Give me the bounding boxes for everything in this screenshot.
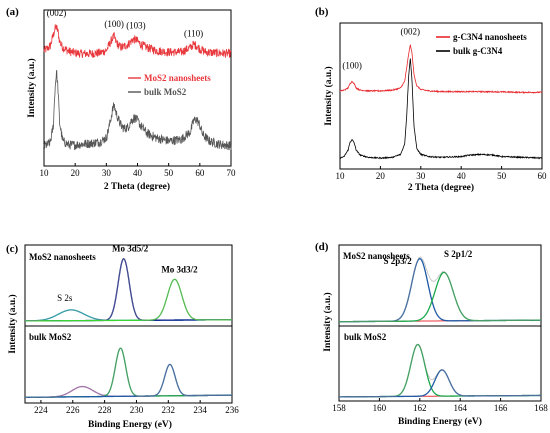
panel-c-ticks: 224 226 228 230 232 234 236 — [34, 400, 239, 415]
x-tick-label: 70 — [227, 168, 237, 178]
panel-c-ylabel: Intensity (a.u.) — [7, 294, 18, 353]
panel-c-bottom-title: bulk MoS2 — [29, 332, 72, 342]
panel-c-peak-label: Mo 3d3/2 — [161, 264, 198, 274]
panel-d: (d) 158 160 162 164 166 168 MoS2 nanosheets b… — [315, 241, 548, 427]
panel-b-legend: g-C3N4 nanosheets bulk g-C3N4 — [436, 32, 527, 56]
x-tick-label: 30 — [416, 171, 426, 181]
fitted-peak — [25, 257, 233, 322]
x-tick-label: 224 — [34, 405, 48, 415]
panel-b-peak-label: (002) — [401, 27, 421, 37]
legend-entry: MoS2 nanosheets — [144, 73, 211, 83]
panel-b-series — [339, 44, 543, 160]
panel-c-peak-label: S 2s — [57, 293, 73, 303]
panel-a-legend: MoS2 nanosheets bulk MoS2 — [128, 73, 211, 97]
x-tick-label: 164 — [453, 403, 467, 413]
panel-c-label: (c) — [6, 243, 19, 255]
x-tick-label: 228 — [98, 405, 112, 415]
series-line — [43, 24, 232, 59]
panel-b-label: (b) — [315, 6, 329, 18]
x-tick-label: 40 — [133, 168, 143, 178]
panel-d-bottom-title: bulk MoS2 — [344, 332, 387, 342]
panel-a-label: (a) — [6, 6, 19, 18]
x-tick-label: 10 — [336, 171, 346, 181]
x-tick-label: 232 — [162, 405, 176, 415]
fitted-peak — [338, 271, 542, 323]
panel-a-peak-label: (110) — [184, 29, 203, 39]
panel-c-peak-label: Mo 3d5/2 — [112, 244, 149, 254]
series-line — [339, 44, 543, 95]
panel-d-xlabel: Binding Energy (eV) — [398, 416, 482, 427]
panel-c-frame — [24, 244, 233, 404]
panel-a-series — [43, 24, 232, 151]
panel-c-series — [24, 257, 233, 399]
raw-spectrum — [338, 344, 542, 398]
x-tick-label: 60 — [195, 168, 205, 178]
x-tick-label: 162 — [413, 403, 427, 413]
x-tick-label: 168 — [534, 403, 548, 413]
panel-a-peak-label: (103) — [126, 21, 146, 31]
panel-d-peak-label: S 2p3/2 — [383, 256, 412, 266]
panel-d-series — [338, 256, 542, 398]
panel-b-ylabel: Intensity (a.u.) — [323, 66, 334, 125]
panel-a-ticks: 10 20 30 40 50 60 70 — [40, 163, 237, 178]
panel-a: (a) 10 20 30 40 50 60 70 (002) (100) (103) (11… — [6, 6, 236, 192]
x-tick-label: 158 — [332, 403, 346, 413]
panel-a-peak-label: (100) — [104, 19, 124, 29]
fitted-peak — [338, 258, 542, 323]
x-tick-label: 30 — [102, 168, 112, 178]
series-line — [339, 58, 543, 160]
panel-d-ticks: 158 160 162 164 166 168 — [332, 398, 548, 413]
panel-a-ylabel: Intensity (a.u.) — [26, 58, 37, 117]
x-tick-label: 160 — [373, 403, 387, 413]
panel-d-label: (d) — [315, 241, 329, 253]
fitted-peak — [25, 278, 233, 322]
x-tick-label: 40 — [457, 171, 467, 181]
x-tick-label: 50 — [164, 168, 174, 178]
panel-b-ticks: 10 20 30 40 50 60 — [336, 166, 548, 181]
panel-c: (c) 224 226 228 230 232 234 236 MoS2 nanosheet… — [6, 243, 239, 430]
raw-spectrum — [24, 347, 233, 399]
fitted-peak — [24, 347, 233, 398]
x-tick-label: 50 — [497, 171, 507, 181]
x-tick-label: 10 — [40, 168, 50, 178]
x-tick-label: 20 — [376, 171, 386, 181]
fitted-peak — [339, 369, 541, 398]
series-line — [43, 70, 232, 151]
legend-entry: bulk g-C3N4 — [453, 46, 503, 56]
x-tick-label: 230 — [130, 405, 144, 415]
panel-c-xlabel: Binding Energy (eV) — [88, 419, 172, 430]
panel-a-peak-label: (002) — [47, 8, 67, 18]
x-tick-label: 60 — [538, 171, 548, 181]
panel-b-xlabel: 2 Theta (degree) — [408, 182, 474, 193]
panel-a-xlabel: 2 Theta (degree) — [104, 181, 170, 192]
legend-entry: g-C3N4 nanosheets — [453, 32, 527, 42]
x-tick-label: 20 — [71, 168, 81, 178]
panel-b-peak-label: (100) — [342, 60, 362, 70]
panel-d-peak-label: S 2p1/2 — [444, 249, 473, 259]
raw-spectrum — [24, 258, 233, 322]
legend-entry: bulk MoS2 — [144, 87, 187, 97]
panel-c-top-title: MoS2 nanosheets — [29, 252, 96, 262]
x-tick-label: 236 — [225, 405, 239, 415]
panel-b: (b) 10 20 30 40 50 60 (100) (002) g-C3N4 nano… — [315, 6, 547, 193]
panel-b-frame — [339, 22, 543, 170]
x-tick-label: 234 — [193, 405, 207, 415]
x-tick-label: 226 — [66, 405, 80, 415]
panel-d-top-title: MoS2 nanosheets — [343, 251, 410, 261]
panel-d-ylabel: Intensity (a.u.) — [322, 292, 333, 351]
raw-spectrum — [338, 256, 542, 323]
panel-d-frame — [338, 244, 542, 402]
x-tick-label: 166 — [494, 403, 508, 413]
